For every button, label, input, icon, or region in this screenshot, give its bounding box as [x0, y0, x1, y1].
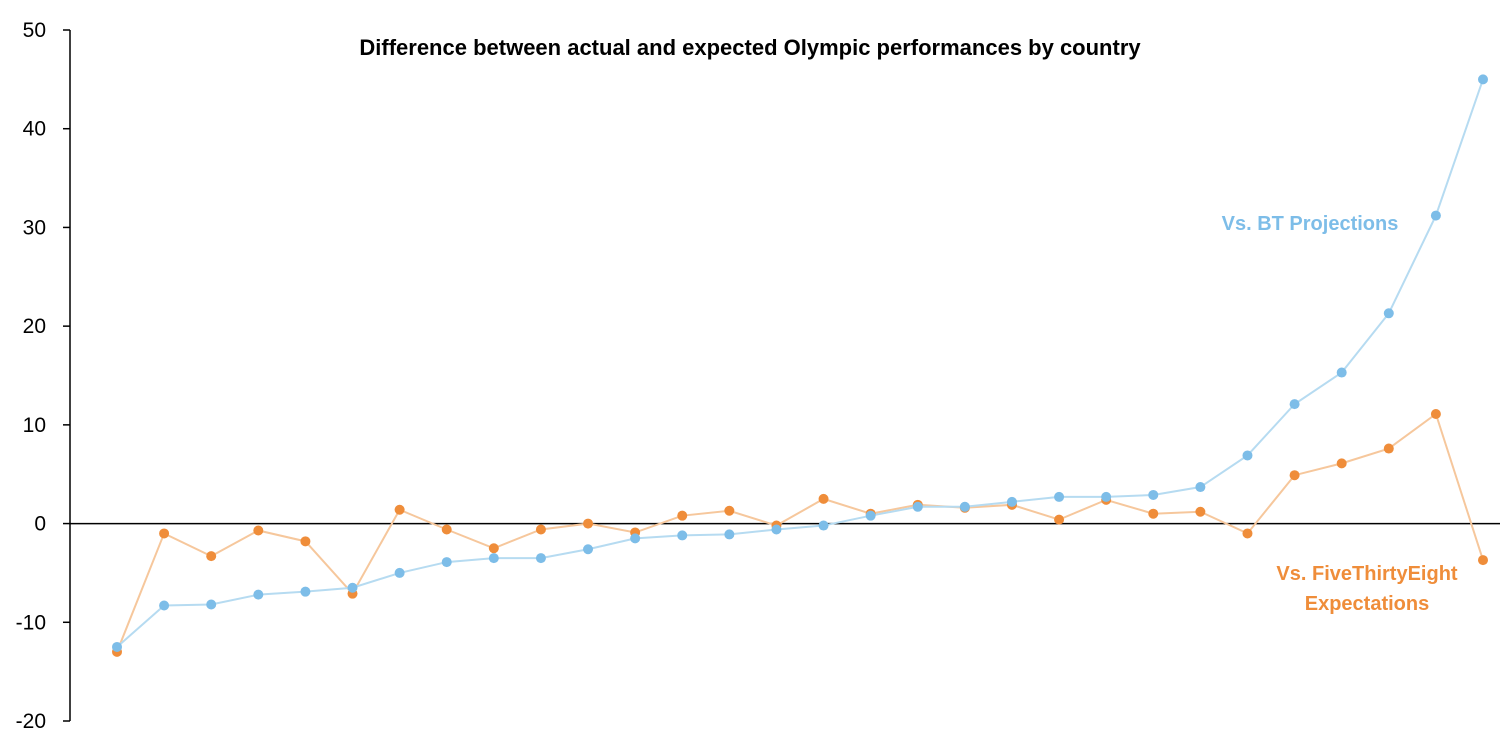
series-lines [116, 79, 1484, 653]
data-point-series-1 [1478, 555, 1488, 566]
data-point-series-0 [771, 524, 782, 535]
data-point-series-1 [300, 536, 311, 547]
chart-title: Difference between actual and expected O… [359, 35, 1141, 60]
y-tick-label: 0 [34, 513, 46, 536]
y-tick-label: 50 [23, 19, 46, 42]
data-point-series-1 [159, 528, 170, 539]
series-line-1 [116, 412, 1484, 653]
y-tick-label: -20 [16, 710, 46, 733]
data-point-series-1 [724, 505, 735, 516]
data-point-series-0 [912, 501, 923, 512]
y-tick-label: -10 [16, 611, 46, 634]
data-point-series-1 [1054, 514, 1065, 525]
data-point-series-1 [583, 518, 594, 529]
y-tick-label: 10 [23, 414, 46, 437]
y-axis: 50 40 30 20 10 0 -10 -20 [16, 19, 71, 733]
series-label-538: Expectations [1305, 593, 1429, 615]
data-point-series-1 [818, 493, 829, 504]
data-point-series-0 [394, 567, 405, 578]
data-point-series-0 [1383, 308, 1394, 319]
data-point-series-0 [1006, 496, 1017, 507]
series-labels: Vs. BT Projections Vs. FiveThirtyEight Exp… [1222, 213, 1458, 615]
data-point-series-0 [630, 533, 641, 544]
data-point-series-1 [1195, 506, 1206, 517]
series-line-0 [116, 79, 1484, 648]
data-point-series-1 [1336, 458, 1347, 469]
data-point-series-1 [253, 525, 264, 536]
data-point-series-0 [535, 553, 546, 564]
data-point-series-0 [112, 641, 122, 652]
data-point-series-0 [488, 553, 499, 564]
data-point-series-1 [1148, 508, 1159, 519]
data-point-series-1 [394, 504, 405, 515]
data-point-series-0 [1195, 482, 1206, 493]
data-point-series-0 [1242, 450, 1253, 461]
data-point-series-1 [677, 510, 688, 521]
data-point-series-1 [1289, 470, 1300, 481]
data-point-series-1 [488, 543, 499, 554]
series-label-538: Vs. FiveThirtyEight [1276, 563, 1457, 585]
data-point-series-0 [441, 557, 452, 568]
data-point-series-0 [159, 600, 170, 611]
y-tick-label: 30 [23, 216, 46, 239]
data-point-series-0 [583, 544, 594, 555]
y-tick-label: 20 [23, 315, 46, 338]
data-point-series-0 [1478, 74, 1488, 85]
data-point-series-0 [865, 510, 876, 521]
data-point-series-0 [959, 501, 970, 512]
data-point-series-0 [347, 582, 358, 593]
data-point-series-1 [1430, 408, 1441, 419]
data-point-series-0 [724, 529, 735, 540]
data-point-series-0 [300, 586, 311, 597]
data-point-series-0 [1430, 210, 1441, 221]
data-point-series-0 [253, 589, 264, 600]
series-label-bt: Vs. BT Projections [1222, 213, 1399, 235]
data-point-series-1 [1383, 443, 1394, 454]
data-point-series-1 [441, 524, 452, 535]
data-point-series-0 [1101, 491, 1112, 502]
series-points [112, 74, 1488, 657]
data-point-series-0 [1054, 491, 1065, 502]
data-point-series-1 [206, 551, 217, 562]
data-point-series-1 [535, 524, 546, 535]
data-point-series-0 [1148, 489, 1159, 500]
data-point-series-0 [818, 520, 829, 531]
data-point-series-0 [1289, 399, 1300, 410]
data-point-series-0 [677, 530, 688, 541]
data-point-series-0 [1336, 367, 1347, 378]
y-tick-label: 40 [23, 118, 46, 141]
data-point-series-0 [206, 599, 217, 610]
data-point-series-1 [1242, 528, 1253, 539]
